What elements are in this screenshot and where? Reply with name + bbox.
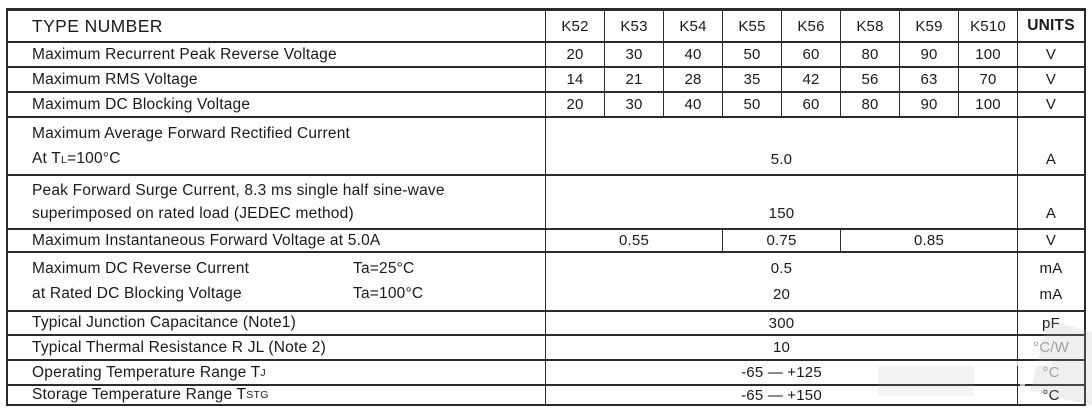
row-forward-voltage: Maximum Instantaneous Forward Voltage at… (8, 228, 1084, 251)
row-thermal-resistance: Typical Thermal Resistance R JL (Note 2)… (8, 334, 1084, 359)
merged-value-cell: 5.0 (545, 118, 1017, 174)
unit-cell: A (1017, 118, 1084, 174)
value-cell: 42 (781, 68, 840, 91)
row-label: Typical Thermal Resistance R JL (Note 2) (32, 338, 326, 356)
column-header-k53: K53 (604, 11, 663, 41)
condition-ta25: Ta=25°C (353, 259, 415, 277)
merged-value-cell: 150 (545, 176, 1017, 228)
value-cell: 70 (958, 68, 1017, 91)
unit-cell: mA mA (1017, 253, 1084, 310)
merged-value-cell: -65 — +150 (545, 386, 1017, 404)
row-label: Maximum DC Blocking Voltage (32, 95, 251, 113)
unit-cell: A (1017, 176, 1084, 228)
value-cell: 80 (840, 93, 899, 116)
ir-unit-100c: mA (1039, 285, 1063, 303)
subscript: STG (246, 389, 269, 401)
subscript: J (260, 366, 266, 379)
row-label: Storage Temperature Range T STG (32, 386, 269, 403)
unit-cell: pF (1017, 312, 1084, 334)
vf-value-cell: 0.75 (722, 230, 840, 251)
label-line-1: Peak Forward Surge Current, 8.3 ms singl… (32, 181, 445, 199)
label-line-2: at Rated DC Blocking Voltage Ta=100°C (32, 285, 424, 303)
merged-value-cell: -65 — +125 (545, 361, 1017, 384)
row-average-forward-current: Maximum Average Forward Rectified Curren… (8, 116, 1084, 174)
header-row: TYPE NUMBER K52 K53 K54 K55 K56 K58 K59 … (8, 11, 1084, 41)
type-number-header: TYPE NUMBER (32, 15, 163, 36)
value-cell: 90 (899, 43, 958, 66)
value-cell: 40 (663, 93, 722, 116)
unit-cell: °C/W (1017, 336, 1084, 359)
row-label: Peak Forward Surge Current, 8.3 ms singl… (8, 176, 545, 228)
column-header-k59: K59 (899, 11, 958, 41)
column-header-k56: K56 (781, 11, 840, 41)
ir-value-100c: 20 (772, 285, 791, 303)
value-cell: 100 (958, 43, 1017, 66)
label-line-2: superimposed on rated load (JEDEC method… (32, 204, 354, 222)
row-label: Typical Junction Capacitance (Note1) (32, 314, 296, 331)
column-header-k52: K52 (545, 11, 604, 41)
unit-cell: V (1017, 230, 1084, 251)
unit-cell: V (1017, 93, 1084, 116)
unit-cell: °C (1017, 361, 1084, 384)
condition-ta100: Ta=100°C (353, 285, 424, 303)
label-line-2: At TL=100°C (32, 149, 121, 167)
row-peak-forward-surge-current: Peak Forward Surge Current, 8.3 ms singl… (8, 174, 1084, 228)
row-label: Maximum Average Forward Rectified Curren… (8, 118, 545, 174)
value-cell: 60 (781, 43, 840, 66)
value-cell: 56 (840, 68, 899, 91)
column-header-k54: K54 (663, 11, 722, 41)
unit-cell: V (1017, 68, 1084, 91)
value-cell: 63 (899, 68, 958, 91)
value-cell: 40 (663, 43, 722, 66)
value-cell: 28 (663, 68, 722, 91)
value-cell: 30 (604, 43, 663, 66)
value-cell: 90 (899, 93, 958, 116)
value-cell: 100 (958, 93, 1017, 116)
value-cell: 50 (722, 43, 781, 66)
row-dc-reverse-current: Maximum DC Reverse Current Ta=25°C at Rat… (8, 251, 1084, 310)
column-header-k58: K58 (840, 11, 899, 41)
value-cell: 60 (781, 93, 840, 116)
row-storage-temperature: Storage Temperature Range T STG -65 — +15… (8, 384, 1084, 404)
vf-value-cell: 0.85 (840, 230, 1017, 251)
row-dc-blocking-voltage: Maximum DC Blocking Voltage 20 30 40 50 … (8, 91, 1084, 116)
unit-cell: V (1017, 43, 1084, 66)
row-label: Maximum Instantaneous Forward Voltage at… (32, 231, 381, 249)
row-peak-reverse-voltage: Maximum Recurrent Peak Reverse Voltage 2… (8, 41, 1084, 66)
value-cell: 35 (722, 68, 781, 91)
row-junction-capacitance: Typical Junction Capacitance (Note1) 300… (8, 310, 1084, 334)
value-cell: 20 (545, 93, 604, 116)
merged-value-cell: 10 (545, 336, 1017, 359)
label-line-1: Maximum DC Reverse Current Ta=25°C (32, 259, 415, 277)
row-rms-voltage: Maximum RMS Voltage 14 21 28 35 42 56 63… (8, 66, 1084, 91)
row-label: Maximum Recurrent Peak Reverse Voltage (32, 45, 337, 63)
column-header-k55: K55 (722, 11, 781, 41)
label-line-1: Maximum Average Forward Rectified Curren… (32, 124, 351, 142)
merged-value-cell: 0.5 20 (545, 253, 1017, 310)
ir-value-25c: 0.5 (770, 260, 793, 278)
row-label: Maximum DC Reverse Current Ta=25°C at Rat… (8, 253, 545, 310)
value-cell: 50 (722, 93, 781, 116)
unit-cell: °C (1017, 386, 1084, 404)
maximum-ratings-table: TYPE NUMBER K52 K53 K54 K55 K56 K58 K59 … (6, 8, 1086, 406)
value-cell: 80 (840, 43, 899, 66)
value-cell: 20 (545, 43, 604, 66)
column-header-k510: K510 (958, 11, 1017, 41)
vf-value-cell: 0.55 (545, 230, 722, 251)
ir-unit-25c: mA (1039, 260, 1063, 278)
merged-value-cell: 300 (545, 312, 1017, 334)
row-label: Maximum RMS Voltage (32, 70, 198, 88)
value-cell: 21 (604, 68, 663, 91)
subscript: L (60, 153, 68, 166)
units-header: UNITS (1017, 11, 1084, 41)
value-cell: 30 (604, 93, 663, 116)
value-cell: 14 (545, 68, 604, 91)
